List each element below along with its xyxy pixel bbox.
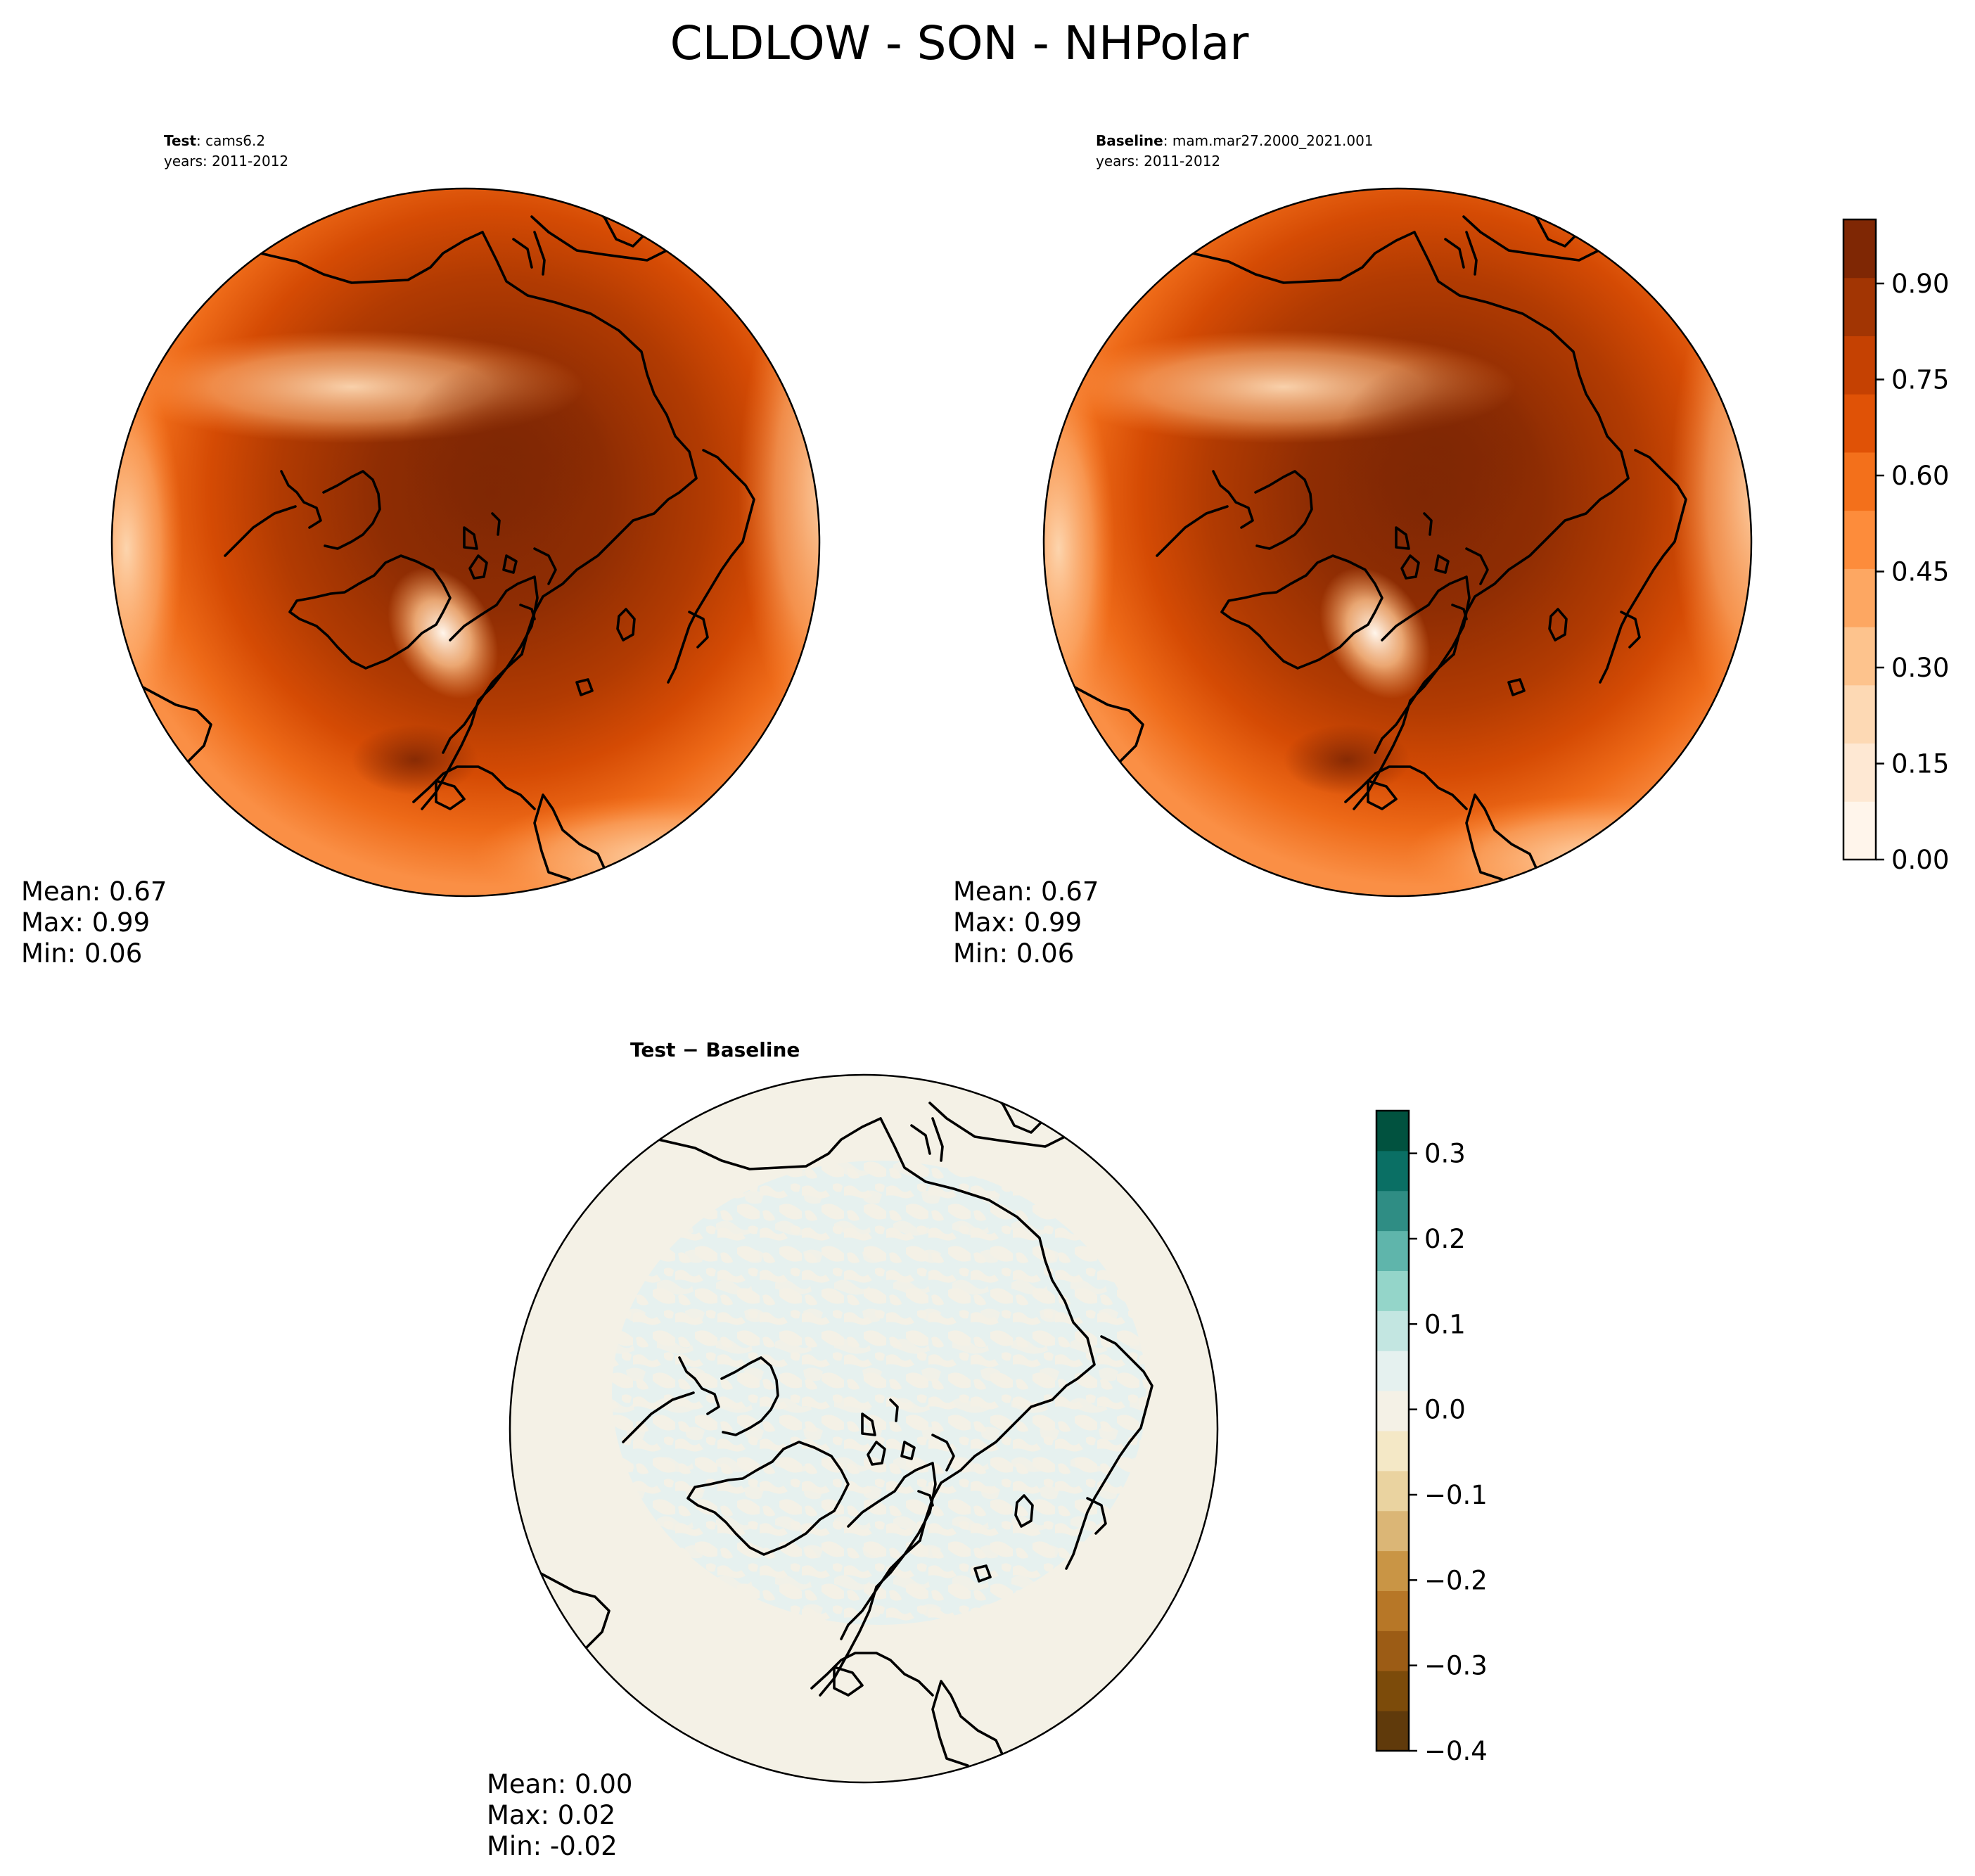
main-colorbar-band [1843,510,1876,569]
main-colorbar-band [1843,684,1876,744]
diff-colorbar-ticks: −0.4 −0.3 −0.2 −0.1 0.0 0.1 0.2 0.3 [1409,1139,1488,1766]
diff-colorbar-tick-label: −0.2 [1424,1565,1488,1595]
diff-stats: Mean: 0.00 Max: 0.02 Min: -0.02 [487,1769,632,1861]
main-colorbar-tick-label: 0.30 [1891,653,1949,683]
test-map [112,189,819,896]
diff-colorbar-band [1376,1190,1409,1232]
diff-colorbar-band [1376,1631,1409,1671]
baseline-case-name: mam.mar27.2000_2021.001 [1172,132,1374,149]
diff-colorbar-band [1376,1711,1409,1751]
baseline-label: Baseline [1096,132,1163,149]
diff-title: Test − Baseline [630,1038,800,1061]
diff-panel: Test − Baseline Mean: 0.00 Max: 0.02 Min… [487,1038,1219,1861]
diff-colorbar-band [1376,1150,1409,1192]
test-colon: : [196,132,205,149]
baseline-stat-min: Min: 0.06 [953,938,1074,969]
main-colorbar-tick-label: 0.00 [1891,845,1949,875]
test-years: years: 2011-2012 [164,153,288,170]
main-colorbar-tick-label: 0.75 [1891,365,1949,395]
main-colorbar-tick-label: 0.60 [1891,461,1949,491]
baseline-stats: Mean: 0.67 Max: 0.99 Min: 0.06 [953,876,1099,969]
diff-colorbar-band [1376,1510,1409,1552]
diff-colorbar-band [1376,1590,1409,1631]
diff-map-boundary [509,1073,1219,1784]
main-colorbar-tick-label: 0.15 [1891,749,1949,779]
baseline-years: years: 2011-2012 [1096,153,1220,170]
main-colorbar-band [1843,568,1876,627]
diff-stat-min: Min: -0.02 [487,1831,618,1861]
test-map-boundary [110,187,821,898]
baseline-colon: : [1163,132,1172,149]
main-colorbar-bands [1843,219,1876,860]
baseline-stat-max: Max: 0.99 [953,907,1082,938]
test-panel: Test: cams6.2 years: 2011-2012 Mean: 0.6… [21,132,821,969]
test-stat-min: Min: 0.06 [21,938,142,969]
baseline-map [1044,189,1751,896]
baseline-panel: Baseline: mam.mar27.2000_2021.001 years:… [953,132,1753,969]
svg-text:Baseline: mam.mar27.2000_2021.: Baseline: mam.mar27.2000_2021.001 [1096,132,1374,149]
main-colorbar-band [1843,627,1876,686]
diff-colorbar-band [1376,1671,1409,1711]
svg-text:Test: cams6.2: Test: cams6.2 [164,132,265,149]
main-colorbar-band [1843,743,1876,802]
diff-colorbar-tick-label: −0.3 [1424,1651,1488,1681]
diff-colorbar-band [1376,1310,1409,1351]
diff-colorbar-tick-label: 0.0 [1424,1395,1466,1425]
main-colorbar: 0.00 0.15 0.30 0.45 0.60 0.75 0.90 [1842,218,1949,875]
main-colorbar-ticks: 0.00 0.15 0.30 0.45 0.60 0.75 0.90 [1876,269,1949,875]
diff-colorbar-band [1376,1431,1409,1472]
main-colorbar-band [1843,336,1876,395]
main-colorbar-band [1843,394,1876,453]
diff-colorbar-band [1376,1470,1409,1512]
baseline-map-boundary [1042,187,1753,898]
diff-colorbar-band [1376,1270,1409,1311]
main-colorbar-tick-label: 0.45 [1891,557,1949,587]
diff-colorbar-band [1376,1391,1409,1431]
test-stat-max: Max: 0.99 [21,907,150,938]
diff-colorbar-tick-label: 0.2 [1424,1224,1466,1254]
diff-colorbar-bands [1376,1111,1409,1751]
diff-colorbar-band [1376,1111,1409,1151]
diff-stat-mean: Mean: 0.00 [487,1769,632,1799]
diff-map [510,1075,1217,1782]
baseline-stat-mean: Mean: 0.67 [953,876,1099,907]
diff-colorbar-band [1376,1550,1409,1591]
diff-colorbar-tick-label: 0.3 [1424,1139,1466,1169]
main-colorbar-band [1843,452,1876,511]
diff-colorbar-tick-label: −0.1 [1424,1480,1488,1510]
diff-colorbar-tick-label: −0.4 [1424,1736,1488,1766]
main-colorbar-band [1843,277,1876,336]
figure-title: CLDLOW - SON - NHPolar [670,16,1250,70]
test-stat-mean: Mean: 0.67 [21,876,167,907]
diff-colorbar-band [1376,1351,1409,1391]
main-colorbar-tick-label: 0.90 [1891,269,1949,299]
test-stats: Mean: 0.67 Max: 0.99 Min: 0.06 [21,876,167,969]
main-colorbar-band [1843,219,1876,279]
diff-colorbar-tick-label: 0.1 [1424,1309,1466,1339]
diff-colorbar: −0.4 −0.3 −0.2 −0.1 0.0 0.1 0.2 0.3 [1375,1109,1488,1766]
main-colorbar-band [1843,801,1876,860]
test-label: Test [164,132,196,149]
test-case-name: cams6.2 [205,132,265,149]
diff-colorbar-band [1376,1230,1409,1271]
diff-stat-max: Max: 0.02 [487,1800,615,1830]
